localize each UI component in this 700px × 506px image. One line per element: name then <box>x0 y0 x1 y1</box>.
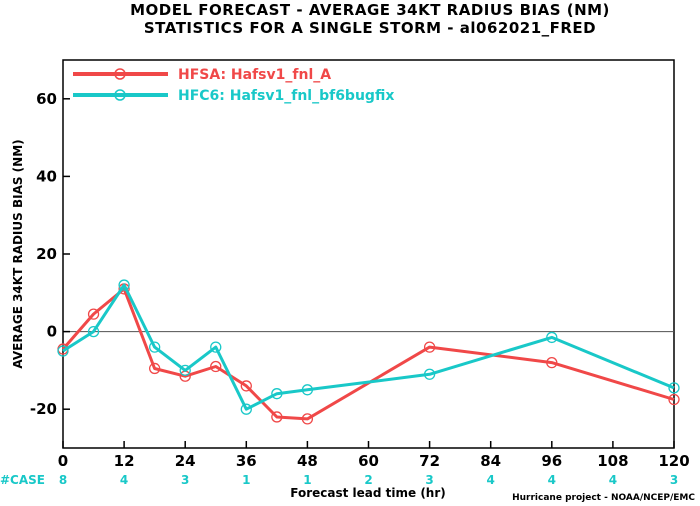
data-point <box>210 341 222 353</box>
data-point <box>668 393 680 406</box>
x-tick-label: 96 <box>541 452 562 470</box>
x-tick-label: 12 <box>114 452 135 470</box>
case-count: 3 <box>181 473 189 487</box>
data-point <box>423 341 436 353</box>
x-tick-label: 72 <box>419 452 440 470</box>
data-point <box>546 331 558 344</box>
y-axis-label: AVERAGE 34KT RADIUS BIAS (NM) <box>11 139 25 368</box>
x-tick-label: 24 <box>175 452 196 470</box>
data-point <box>271 411 283 423</box>
data-point <box>148 362 161 375</box>
case-count: 2 <box>364 473 372 487</box>
y-tick-label: 40 <box>36 167 57 185</box>
data-point <box>148 341 161 353</box>
data-point <box>301 413 314 425</box>
series-line <box>61 287 675 421</box>
case-count: 4 <box>609 473 617 487</box>
case-count: 4 <box>548 473 556 487</box>
data-point <box>271 388 283 400</box>
y-axis: -20 0 20 40 60 <box>30 90 70 418</box>
plot-frame <box>62 59 675 449</box>
data-point <box>118 279 130 291</box>
case-counts: 8 4 3 1 1 2 3 4 4 4 3 <box>59 473 678 487</box>
case-count: 8 <box>59 473 67 487</box>
y-tick-label: 20 <box>36 245 57 263</box>
chart-title-line2: STATISTICS FOR A SINGLE STORM - al062021… <box>144 19 596 37</box>
x-tick-label: 84 <box>480 452 501 470</box>
data-point <box>423 368 436 380</box>
data-point <box>240 380 252 392</box>
legend: HFSA: Hafsv1_fnl_A HFC6: Hafsv1_fnl_bf6bu… <box>73 67 394 104</box>
case-count: 1 <box>242 473 250 487</box>
x-tick-label: 48 <box>297 452 318 470</box>
case-label: #CASE <box>0 473 45 487</box>
case-count: 3 <box>425 473 433 487</box>
data-point <box>210 360 222 373</box>
x-tick-label: 36 <box>236 452 257 470</box>
chart-title-line1: MODEL FORECAST - AVERAGE 34KT RADIUS BIA… <box>130 1 610 19</box>
series-line <box>62 283 675 411</box>
x-tick-label: 108 <box>597 452 628 470</box>
data-point <box>301 384 314 396</box>
x-axis: 0 12 24 36 48 60 72 84 96 108 120 <box>58 441 690 470</box>
y-tick-label: -20 <box>30 400 57 418</box>
case-count: 1 <box>303 473 311 487</box>
data-point <box>546 356 558 369</box>
data-point <box>87 308 100 320</box>
y-tick-label: 0 <box>47 323 57 341</box>
x-tick-label: 60 <box>358 452 379 470</box>
data-point <box>179 364 191 377</box>
data-point <box>240 403 252 415</box>
x-tick-label: 120 <box>658 452 689 470</box>
legend-entry: HFSA: Hafsv1_fnl_A <box>178 67 331 83</box>
data-point <box>57 345 69 357</box>
legend-marker <box>114 89 126 101</box>
x-tick-label: 0 <box>58 452 68 470</box>
y-tick-label: 60 <box>36 90 57 108</box>
case-count: 4 <box>487 473 495 487</box>
legend-marker <box>114 68 126 80</box>
case-count: 3 <box>670 473 678 487</box>
credit-text: Hurricane project - NOAA/NCEP/EMC <box>512 493 695 503</box>
series-layer <box>57 279 680 425</box>
data-point <box>87 325 100 338</box>
case-count: 4 <box>120 473 128 487</box>
legend-entry: HFC6: Hafsv1_fnl_bf6bugfix <box>178 88 394 104</box>
data-point <box>668 382 680 394</box>
x-axis-label: Forecast lead time (hr) <box>290 486 446 500</box>
